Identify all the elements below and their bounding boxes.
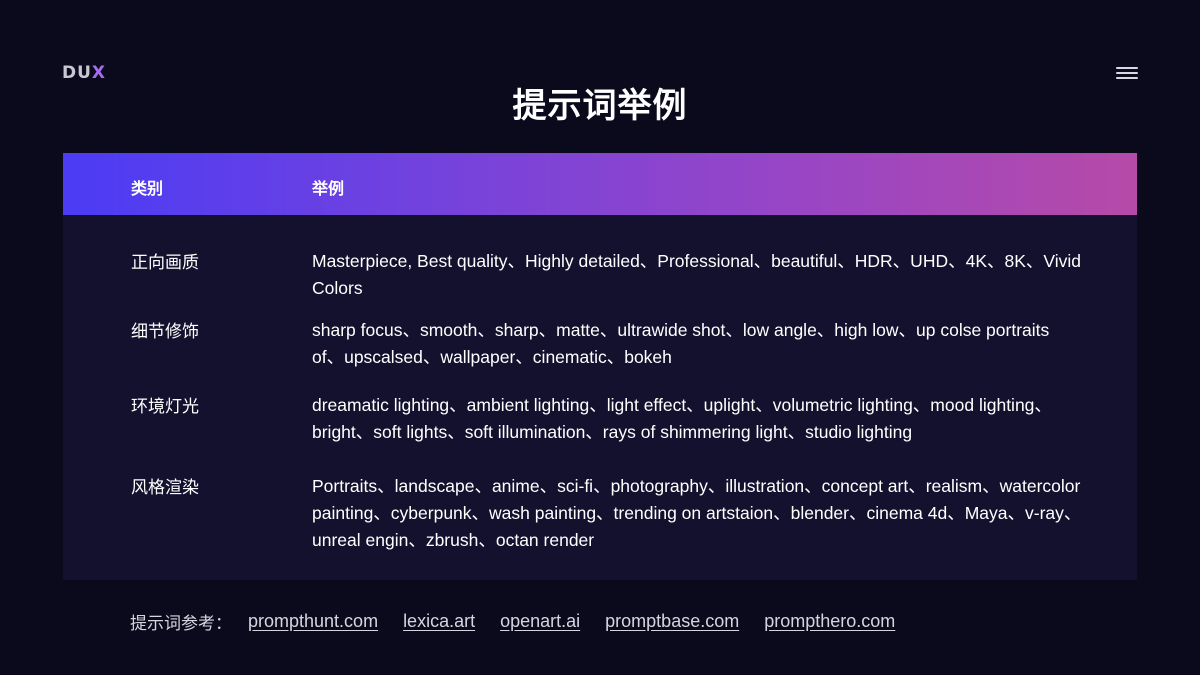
row-example: Masterpiece, Best quality、Highly detaile… xyxy=(312,251,1082,298)
menu-bar xyxy=(1116,77,1138,79)
row-example: dreamatic lighting、ambient lighting、ligh… xyxy=(312,395,1052,442)
logo-text-accent: X xyxy=(91,63,107,83)
row-category: 细节修饰 xyxy=(131,322,199,342)
row-example: Portraits、landscape、anime、sci-fi、photogr… xyxy=(312,476,1082,550)
link-prompthunt[interactable]: prompthunt.com xyxy=(248,610,379,631)
footer-label: 提示词参考： xyxy=(130,613,232,634)
row-example: sharp focus、smooth、sharp、matte、ultrawide… xyxy=(312,320,1050,367)
link-prompthero[interactable]: prompthero.com xyxy=(764,610,896,631)
row-category: 环境灯光 xyxy=(131,397,199,417)
logo: DUX xyxy=(62,63,106,83)
logo-text: DUX xyxy=(62,63,106,83)
link-promptbase[interactable]: promptbase.com xyxy=(605,610,740,631)
menu-bar xyxy=(1116,72,1138,74)
link-lexica[interactable]: lexica.art xyxy=(403,610,476,631)
page-title: 提示词举例 xyxy=(512,86,688,126)
footer-references: 提示词参考： prompthunt.com lexica.art openart… xyxy=(130,608,920,634)
menu-bar xyxy=(1116,67,1138,69)
row-category: 风格渲染 xyxy=(131,478,199,498)
header-category: 类别 xyxy=(131,179,164,198)
header-example: 举例 xyxy=(312,179,345,198)
link-openart[interactable]: openart.ai xyxy=(500,610,581,631)
table-header: 类别 举例 xyxy=(63,153,1137,215)
logo-text-main: DU xyxy=(62,63,92,83)
row-category: 正向画质 xyxy=(131,253,199,273)
examples-table: 类别 举例 正向画质 Masterpiece, Best quality、Hig… xyxy=(63,153,1137,580)
hamburger-menu-icon[interactable] xyxy=(1116,67,1138,79)
